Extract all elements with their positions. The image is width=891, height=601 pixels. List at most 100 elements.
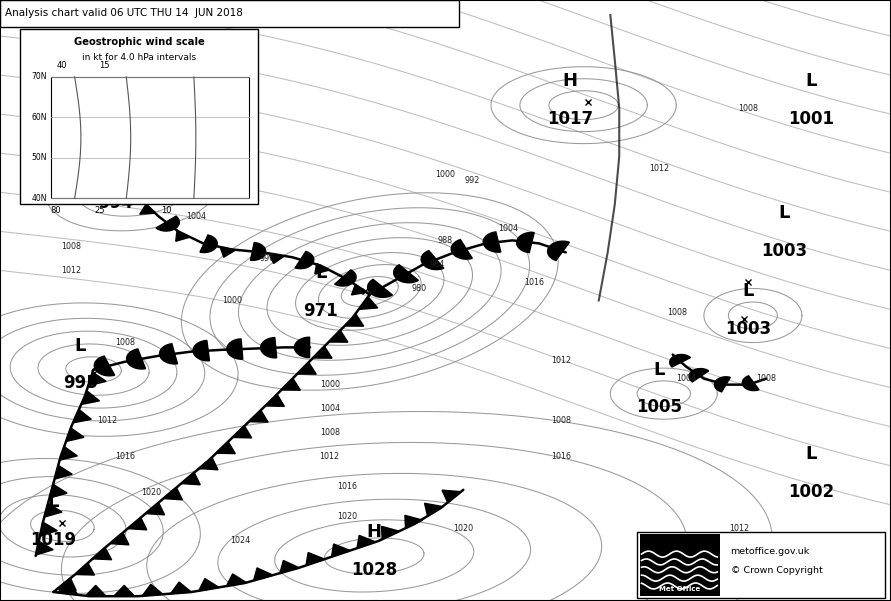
Text: 15: 15 xyxy=(99,61,110,70)
Text: 1008: 1008 xyxy=(739,104,758,112)
Polygon shape xyxy=(250,242,266,260)
Text: 1008: 1008 xyxy=(667,308,687,317)
Polygon shape xyxy=(394,264,419,283)
Text: 1003: 1003 xyxy=(725,320,772,338)
Text: 1000: 1000 xyxy=(186,164,206,172)
Polygon shape xyxy=(170,582,192,594)
Text: 1008: 1008 xyxy=(756,374,776,383)
Polygon shape xyxy=(282,378,300,390)
Text: 70N: 70N xyxy=(32,73,47,81)
Polygon shape xyxy=(357,535,376,548)
Polygon shape xyxy=(280,561,299,573)
Polygon shape xyxy=(295,337,309,358)
Polygon shape xyxy=(93,548,111,560)
Text: 1016: 1016 xyxy=(552,453,571,461)
Text: 1017: 1017 xyxy=(547,110,593,128)
Polygon shape xyxy=(199,457,218,470)
Text: 1016: 1016 xyxy=(338,483,357,491)
Text: 1008: 1008 xyxy=(552,416,571,425)
Polygon shape xyxy=(266,394,284,406)
Polygon shape xyxy=(548,241,569,260)
Polygon shape xyxy=(220,247,235,257)
Polygon shape xyxy=(114,585,135,596)
Polygon shape xyxy=(76,563,94,575)
Polygon shape xyxy=(335,270,356,286)
Polygon shape xyxy=(127,517,147,530)
Polygon shape xyxy=(181,472,200,485)
Text: 971: 971 xyxy=(303,302,339,320)
Polygon shape xyxy=(163,487,183,500)
Bar xyxy=(640,534,720,596)
Polygon shape xyxy=(359,297,378,310)
Text: 1004: 1004 xyxy=(498,224,518,233)
Text: L: L xyxy=(743,282,754,300)
Text: 1024: 1024 xyxy=(231,537,250,545)
Text: 1016: 1016 xyxy=(641,537,660,545)
Text: 980: 980 xyxy=(412,284,426,293)
Text: 1012: 1012 xyxy=(97,416,117,425)
Polygon shape xyxy=(451,240,472,259)
Polygon shape xyxy=(381,526,399,539)
Text: 1012: 1012 xyxy=(730,525,749,533)
Text: 1004: 1004 xyxy=(186,212,206,221)
Polygon shape xyxy=(254,568,273,581)
Polygon shape xyxy=(517,233,535,252)
Polygon shape xyxy=(345,314,364,326)
Bar xyxy=(51,77,249,198)
Text: 988: 988 xyxy=(438,236,453,245)
Polygon shape xyxy=(57,583,78,595)
Text: 1020: 1020 xyxy=(142,489,161,497)
Polygon shape xyxy=(368,279,392,297)
Text: 996: 996 xyxy=(259,254,275,263)
Bar xyxy=(637,532,885,598)
Text: L: L xyxy=(654,361,665,379)
Text: 1019: 1019 xyxy=(30,531,77,549)
Polygon shape xyxy=(199,579,219,591)
Bar xyxy=(20,29,258,204)
Bar xyxy=(0,0,459,27)
Text: 50N: 50N xyxy=(32,153,47,162)
Polygon shape xyxy=(145,502,165,515)
Polygon shape xyxy=(66,428,84,442)
Polygon shape xyxy=(193,340,209,361)
Text: 1003: 1003 xyxy=(761,242,807,260)
Polygon shape xyxy=(143,584,163,596)
Polygon shape xyxy=(127,349,145,369)
Text: 25: 25 xyxy=(94,206,105,215)
Polygon shape xyxy=(405,515,422,528)
Polygon shape xyxy=(233,426,251,438)
Text: L: L xyxy=(779,204,789,222)
Polygon shape xyxy=(269,254,284,263)
Text: 1016: 1016 xyxy=(115,453,135,461)
Text: 1000: 1000 xyxy=(436,170,455,178)
Text: H: H xyxy=(563,72,577,90)
Text: 1008: 1008 xyxy=(320,429,339,437)
Text: 1004: 1004 xyxy=(676,374,696,383)
Polygon shape xyxy=(226,574,247,586)
Polygon shape xyxy=(742,376,759,391)
Polygon shape xyxy=(483,232,501,252)
Text: 984: 984 xyxy=(429,260,444,269)
Polygon shape xyxy=(260,338,277,358)
Text: 1012: 1012 xyxy=(650,164,669,172)
Polygon shape xyxy=(421,251,444,270)
Polygon shape xyxy=(217,442,235,454)
Polygon shape xyxy=(329,331,347,342)
Polygon shape xyxy=(159,344,177,364)
Text: 1002: 1002 xyxy=(788,483,834,501)
Text: 995: 995 xyxy=(62,374,98,392)
Polygon shape xyxy=(200,235,217,252)
Text: Analysis chart valid 06 UTC THU 14  JUN 2018: Analysis chart valid 06 UTC THU 14 JUN 2… xyxy=(5,8,243,18)
Text: 992: 992 xyxy=(464,176,480,185)
Text: 1001: 1001 xyxy=(788,110,834,128)
Text: 80: 80 xyxy=(50,206,61,215)
Polygon shape xyxy=(94,356,115,376)
Polygon shape xyxy=(126,191,150,204)
Polygon shape xyxy=(351,285,366,295)
Polygon shape xyxy=(40,522,57,536)
Text: 994: 994 xyxy=(98,194,134,212)
Text: 1020: 1020 xyxy=(338,513,357,521)
Polygon shape xyxy=(73,409,91,423)
Polygon shape xyxy=(110,532,129,545)
Text: H: H xyxy=(367,523,381,541)
